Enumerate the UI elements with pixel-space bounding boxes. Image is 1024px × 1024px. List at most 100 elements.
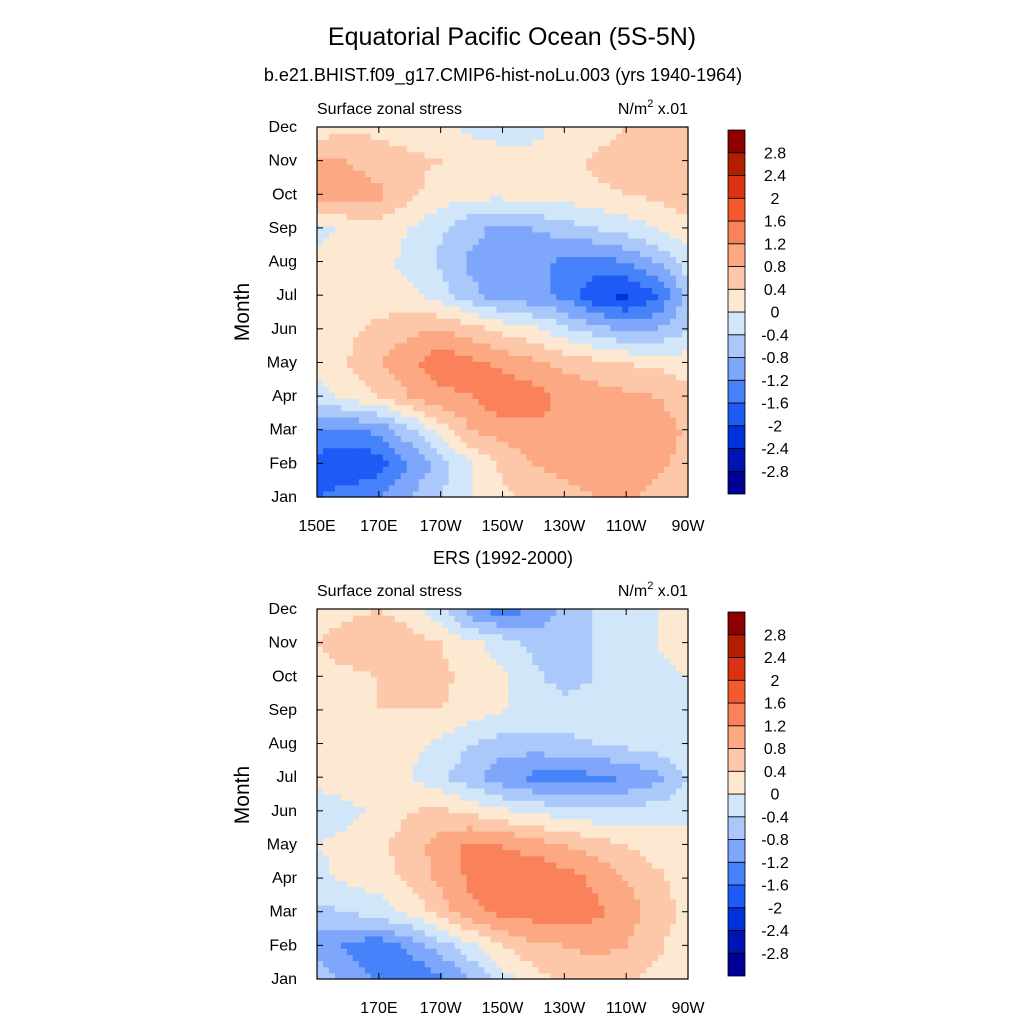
heatmap-cell <box>454 349 462 356</box>
heatmap-cell <box>472 923 480 931</box>
heatmap-cell <box>622 225 629 233</box>
heatmap-cell <box>628 361 635 369</box>
heatmap-cell <box>562 170 569 177</box>
heatmap-cell <box>544 429 551 436</box>
heatmap-cell <box>448 219 456 227</box>
heatmap-cell <box>460 213 468 221</box>
heatmap-cell <box>568 213 575 221</box>
heatmap-cell <box>508 386 516 393</box>
heatmap-cell <box>430 231 438 239</box>
heatmap-cell <box>556 225 563 233</box>
heatmap-cell <box>628 966 635 974</box>
heatmap-cell <box>634 929 641 937</box>
heatmap-cell <box>478 429 486 436</box>
heatmap-cell <box>520 404 528 412</box>
heatmap-cell <box>346 911 354 918</box>
heatmap-cell <box>460 447 468 455</box>
heatmap-cell <box>532 898 539 906</box>
heatmap-cell <box>538 127 545 134</box>
heatmap-cell <box>382 948 390 955</box>
heatmap-cell <box>382 207 390 214</box>
heatmap-cell <box>676 453 683 461</box>
heatmap-cell <box>472 342 480 350</box>
heatmap-cell <box>544 942 551 949</box>
heatmap-cell <box>544 435 551 443</box>
heatmap-cell <box>430 194 438 202</box>
heatmap-cell <box>448 972 456 980</box>
heatmap-cell <box>352 164 360 171</box>
heatmap-cell <box>358 466 366 473</box>
heatmap-cell <box>472 145 480 153</box>
heatmap-cell <box>646 960 653 968</box>
heatmap-cell <box>616 880 623 888</box>
heatmap-cell <box>592 892 599 900</box>
heatmap-cell <box>364 207 372 214</box>
heatmap-cell <box>436 330 444 338</box>
heatmap-cell <box>664 373 671 381</box>
heatmap-cell <box>430 133 438 140</box>
heatmap-cell <box>478 330 486 338</box>
heatmap-cell <box>460 151 468 159</box>
heatmap-cell <box>352 219 360 227</box>
heatmap-cell <box>538 213 545 221</box>
heatmap-cell <box>532 398 539 406</box>
heatmap-cell <box>418 133 426 140</box>
heatmap-cell <box>430 256 438 264</box>
heatmap-cell <box>412 880 420 888</box>
heatmap-cell <box>358 905 366 912</box>
heatmap-cell <box>634 244 641 251</box>
heatmap-cell <box>466 299 474 307</box>
heatmap-cell <box>604 213 611 221</box>
heatmap-cell <box>478 250 486 258</box>
heatmap-cell <box>388 145 396 153</box>
heatmap-cell <box>406 373 414 381</box>
heatmap-cell <box>616 324 623 332</box>
colorbar-label: 2.4 <box>764 168 786 185</box>
heatmap-cell <box>556 392 563 399</box>
heatmap-cell <box>556 330 563 338</box>
heatmap-cell <box>622 145 629 153</box>
heatmap-cell <box>334 176 342 184</box>
heatmap-cell <box>604 287 611 295</box>
heatmap-cell <box>346 256 354 264</box>
heatmap-cell <box>460 293 468 301</box>
heatmap-cell <box>532 911 539 918</box>
heatmap-cell <box>388 324 396 332</box>
heatmap-cell <box>676 874 683 881</box>
heatmap-cell <box>460 929 468 937</box>
heatmap-cell <box>538 874 545 881</box>
heatmap-cell <box>472 892 480 900</box>
heatmap-cell <box>646 262 653 270</box>
heatmap-cell <box>676 281 683 288</box>
heatmap-cell <box>436 484 444 492</box>
heatmap-cell <box>514 911 522 918</box>
heatmap-cell <box>526 472 534 480</box>
heatmap-cell <box>430 942 438 949</box>
heatmap-cell <box>442 948 450 955</box>
heatmap-cell <box>412 398 420 406</box>
heatmap-cell <box>376 225 384 233</box>
heatmap-cell <box>490 244 498 251</box>
heatmap-cell <box>622 948 629 955</box>
heatmap-cell <box>317 935 324 943</box>
heatmap-cell <box>646 392 653 399</box>
heatmap-cell <box>394 293 402 301</box>
heatmap-cell <box>460 312 468 319</box>
heatmap-cell <box>430 392 438 399</box>
heatmap-cell <box>442 392 450 399</box>
heatmap-cell <box>388 275 396 282</box>
heatmap-cell <box>676 324 683 332</box>
heatmap-cell <box>334 151 342 159</box>
heatmap-cell <box>568 948 575 955</box>
heatmap-cell <box>658 238 665 245</box>
heatmap-cell <box>412 225 420 233</box>
heatmap-cell <box>352 880 360 888</box>
heatmap-cell <box>412 151 420 159</box>
heatmap-cell <box>322 948 330 955</box>
heatmap-cell <box>466 219 474 227</box>
heatmap-cell <box>442 170 450 177</box>
heatmap-cell <box>556 157 563 165</box>
heatmap-cell <box>598 367 605 375</box>
heatmap-cell <box>538 262 545 270</box>
heatmap-cell <box>424 954 432 962</box>
